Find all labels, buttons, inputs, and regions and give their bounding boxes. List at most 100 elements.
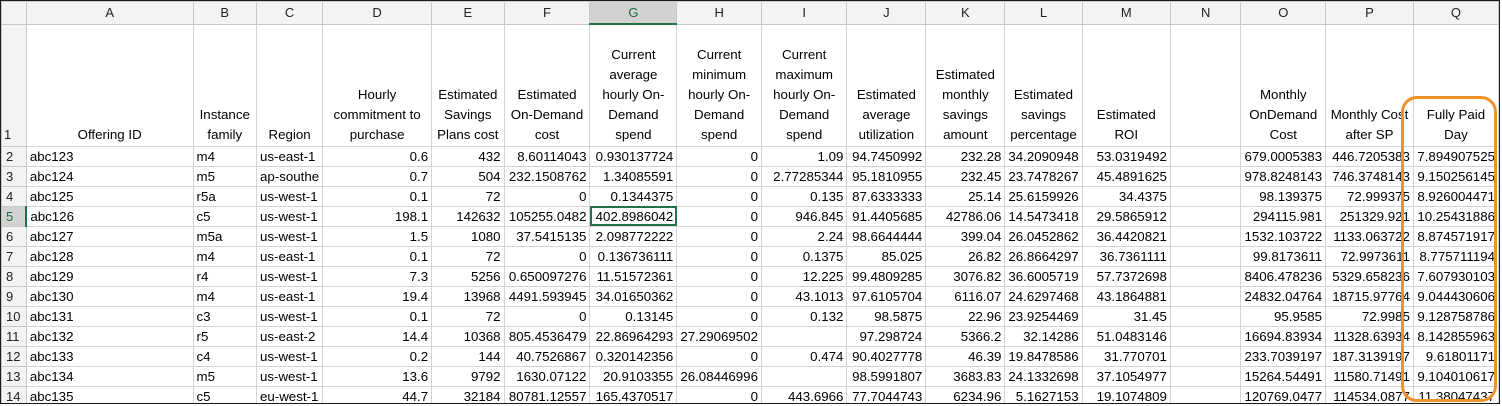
cell-q5[interactable]: 10.25431886 — [1412, 205, 1499, 227]
cell-f4[interactable]: 0 — [503, 185, 591, 207]
cell-i7[interactable]: 0.1375 — [760, 245, 848, 267]
cell-d12[interactable]: 0.2 — [322, 345, 433, 367]
header-cell-i[interactable]: Current maximum hourly On-Demand spend — [760, 23, 848, 147]
cell-k3[interactable]: 232.45 — [925, 165, 1006, 187]
header-cell-o[interactable]: Monthly OnDemand Cost — [1240, 23, 1327, 147]
header-cell-b[interactable]: Instance family — [192, 23, 257, 147]
cell-b2[interactable]: m4 — [192, 145, 257, 167]
cell-q11[interactable]: 8.142855963 — [1412, 325, 1499, 347]
cell-n9[interactable] — [1169, 285, 1242, 307]
cell-n14[interactable] — [1169, 385, 1242, 403]
cell-m3[interactable]: 45.4891625 — [1081, 165, 1171, 187]
cell-q7[interactable]: 8.775711194 — [1412, 245, 1499, 267]
cell-p9[interactable]: 18715.97764 — [1325, 285, 1414, 307]
cell-d6[interactable]: 1.5 — [322, 225, 433, 247]
cell-q3[interactable]: 9.150256145 — [1412, 165, 1499, 187]
cell-q4[interactable]: 8.926004471 — [1412, 185, 1499, 207]
cell-h2[interactable]: 0 — [676, 145, 762, 167]
cell-d11[interactable]: 14.4 — [322, 325, 433, 347]
cell-a10[interactable]: abc131 — [25, 305, 194, 327]
cell-b6[interactable]: m5a — [192, 225, 257, 247]
cell-m10[interactable]: 31.45 — [1081, 305, 1171, 327]
select-all-corner[interactable] — [1, 1, 27, 25]
cell-h14[interactable]: 0 — [676, 385, 762, 403]
cell-b4[interactable]: r5a — [192, 185, 257, 207]
cell-b3[interactable]: m5 — [192, 165, 257, 187]
header-cell-f[interactable]: Estimated On-Demand cost — [503, 23, 591, 147]
cell-a3[interactable]: abc124 — [25, 165, 194, 187]
cell-q8[interactable]: 7.607930103 — [1412, 265, 1499, 287]
cell-p14[interactable]: 114534.0877 — [1325, 385, 1414, 403]
header-cell-q[interactable]: Fully Paid Day — [1412, 23, 1499, 147]
cell-f12[interactable]: 40.7526867 — [503, 345, 591, 367]
cell-c10[interactable]: us-west-1 — [255, 305, 324, 327]
cell-e3[interactable]: 504 — [431, 165, 505, 187]
cell-j13[interactable]: 98.5991807 — [846, 365, 927, 387]
cell-o3[interactable]: 978.8248143 — [1240, 165, 1327, 187]
cell-g10[interactable]: 0.13145 — [589, 305, 678, 327]
cell-a13[interactable]: abc134 — [25, 365, 194, 387]
cell-k2[interactable]: 232.28 — [925, 145, 1006, 167]
cell-m8[interactable]: 57.7372698 — [1081, 265, 1171, 287]
cell-k13[interactable]: 3683.83 — [925, 365, 1006, 387]
header-cell-m[interactable]: Estimated ROI — [1081, 23, 1171, 147]
cell-e14[interactable]: 32184 — [431, 385, 505, 403]
cell-h7[interactable]: 0 — [676, 245, 762, 267]
cell-b9[interactable]: m4 — [192, 285, 257, 307]
cell-d3[interactable]: 0.7 — [322, 165, 433, 187]
column-header-g[interactable]: G — [589, 1, 678, 25]
row-header-14[interactable]: 14 — [1, 385, 27, 403]
column-header-k[interactable]: K — [925, 1, 1006, 25]
cell-g11[interactable]: 22.86964293 — [589, 325, 678, 347]
cell-g6[interactable]: 2.098772222 — [589, 225, 678, 247]
cell-i2[interactable]: 1.09 — [760, 145, 848, 167]
cell-l5[interactable]: 14.5473418 — [1004, 205, 1083, 227]
cell-m14[interactable]: 19.1074809 — [1081, 385, 1171, 403]
row-header-7[interactable]: 7 — [1, 245, 27, 267]
cell-k7[interactable]: 26.82 — [925, 245, 1006, 267]
cell-i10[interactable]: 0.132 — [760, 305, 848, 327]
cell-m13[interactable]: 37.1054977 — [1081, 365, 1171, 387]
cell-c2[interactable]: us-east-1 — [255, 145, 324, 167]
cell-p2[interactable]: 446.7205383 — [1325, 145, 1414, 167]
cell-d14[interactable]: 44.7 — [322, 385, 433, 403]
cell-j10[interactable]: 98.5875 — [846, 305, 927, 327]
cell-k12[interactable]: 46.39 — [925, 345, 1006, 367]
cell-m11[interactable]: 51.0483146 — [1081, 325, 1171, 347]
cell-a6[interactable]: abc127 — [25, 225, 194, 247]
cell-j3[interactable]: 95.1810955 — [846, 165, 927, 187]
cell-e12[interactable]: 144 — [431, 345, 505, 367]
cell-d8[interactable]: 7.3 — [322, 265, 433, 287]
cell-p4[interactable]: 72.999375 — [1325, 185, 1414, 207]
cell-a7[interactable]: abc128 — [25, 245, 194, 267]
cell-p12[interactable]: 187.3139197 — [1325, 345, 1414, 367]
cell-e4[interactable]: 72 — [431, 185, 505, 207]
cell-p10[interactable]: 72.9985 — [1325, 305, 1414, 327]
cell-j4[interactable]: 87.6333333 — [846, 185, 927, 207]
cell-k14[interactable]: 6234.96 — [925, 385, 1006, 403]
cell-i4[interactable]: 0.135 — [760, 185, 848, 207]
cell-o13[interactable]: 15264.54491 — [1240, 365, 1327, 387]
cell-f14[interactable]: 80781.12557 — [503, 385, 591, 403]
cell-g7[interactable]: 0.136736111 — [589, 245, 678, 267]
cell-o6[interactable]: 1532.103722 — [1240, 225, 1327, 247]
row-header-10[interactable]: 10 — [1, 305, 27, 327]
column-header-e[interactable]: E — [431, 1, 505, 25]
cell-f10[interactable]: 0 — [503, 305, 591, 327]
cell-g2[interactable]: 0.930137724 — [589, 145, 678, 167]
cell-n7[interactable] — [1169, 245, 1242, 267]
row-header-3[interactable]: 3 — [1, 165, 27, 187]
cell-i6[interactable]: 2.24 — [760, 225, 848, 247]
cell-e2[interactable]: 432 — [431, 145, 505, 167]
cell-i8[interactable]: 12.225 — [760, 265, 848, 287]
header-cell-e[interactable]: Estimated Savings Plans cost — [431, 23, 505, 147]
cell-f11[interactable]: 805.4536479 — [503, 325, 591, 347]
header-cell-d[interactable]: Hourly commitment to purchase — [322, 23, 433, 147]
row-header-13[interactable]: 13 — [1, 365, 27, 387]
cell-e13[interactable]: 9792 — [431, 365, 505, 387]
header-cell-l[interactable]: Estimated savings percentage — [1004, 23, 1083, 147]
cell-d10[interactable]: 0.1 — [322, 305, 433, 327]
cell-a2[interactable]: abc123 — [25, 145, 194, 167]
cell-a5[interactable]: abc126 — [25, 205, 194, 227]
column-header-f[interactable]: F — [503, 1, 591, 25]
